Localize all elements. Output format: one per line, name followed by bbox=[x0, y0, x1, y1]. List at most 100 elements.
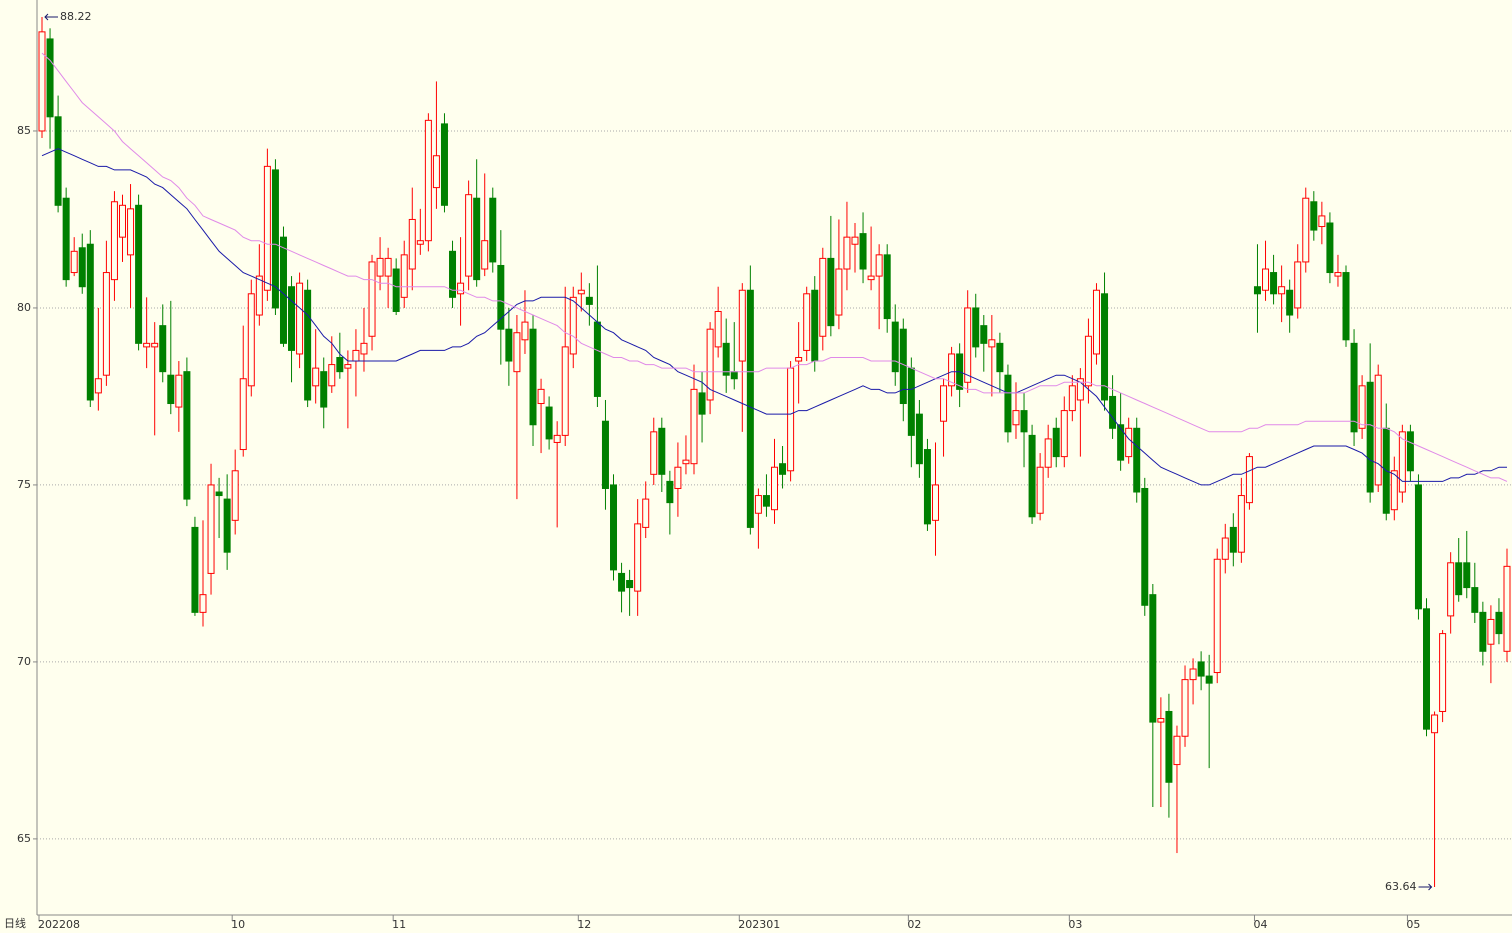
candle-body bbox=[271, 169, 279, 309]
candle-body bbox=[1342, 272, 1350, 341]
candle-body bbox=[312, 367, 320, 387]
y-tick-label: 75 bbox=[17, 478, 31, 491]
candle-body bbox=[948, 353, 956, 387]
candle-body bbox=[827, 257, 835, 327]
candle-body bbox=[593, 321, 601, 397]
candle-body bbox=[489, 197, 497, 263]
candle-body bbox=[980, 325, 988, 344]
candle-body bbox=[465, 194, 473, 277]
candle-body bbox=[1237, 495, 1245, 553]
candle-body bbox=[360, 342, 368, 355]
candle-body bbox=[288, 286, 296, 351]
max-label: 88.22 bbox=[60, 10, 92, 23]
candle-body bbox=[94, 378, 102, 394]
candle-body bbox=[1109, 395, 1117, 429]
candle-body bbox=[1189, 668, 1197, 681]
ma-line bbox=[41, 52, 1508, 482]
candle-body bbox=[754, 495, 762, 514]
candle-body bbox=[424, 119, 432, 242]
candle-body bbox=[408, 218, 416, 270]
candle-body bbox=[118, 204, 126, 238]
candle-body bbox=[54, 116, 62, 206]
candle-body bbox=[569, 296, 577, 355]
candle-body bbox=[899, 328, 907, 405]
x-tick-label: 03 bbox=[1068, 918, 1082, 931]
candle-body bbox=[344, 364, 352, 369]
candle-body bbox=[915, 413, 923, 465]
candle-body bbox=[1487, 618, 1495, 645]
candle-body bbox=[1310, 201, 1318, 231]
candle-body bbox=[110, 201, 118, 281]
candle-body bbox=[400, 254, 408, 298]
x-tick-label: 11 bbox=[392, 918, 406, 931]
candle-body bbox=[1262, 268, 1270, 291]
candle-body bbox=[175, 374, 183, 408]
candle-body bbox=[642, 498, 650, 528]
candle-body bbox=[473, 197, 481, 281]
candle-body bbox=[964, 307, 972, 383]
y-tick-label: 65 bbox=[17, 832, 31, 845]
candle-body bbox=[940, 385, 948, 422]
candle-body bbox=[191, 526, 199, 613]
y-tick-label: 80 bbox=[17, 301, 31, 314]
candle-body bbox=[1060, 410, 1068, 458]
candle-body bbox=[706, 328, 714, 401]
candle-body bbox=[1439, 633, 1447, 712]
candle-body bbox=[771, 466, 778, 511]
candle-body bbox=[690, 388, 698, 465]
candle-body bbox=[1004, 374, 1012, 433]
candle-body bbox=[553, 434, 561, 443]
candle-body bbox=[529, 328, 537, 426]
candle-body bbox=[883, 254, 891, 320]
candle-body bbox=[1076, 378, 1084, 401]
candle-body bbox=[384, 257, 392, 277]
y-tick-label: 70 bbox=[17, 655, 31, 668]
candle-body bbox=[497, 264, 505, 330]
candle-body bbox=[296, 282, 304, 355]
candle-body bbox=[1326, 222, 1334, 274]
candle-body bbox=[988, 339, 996, 348]
candle-body bbox=[440, 123, 448, 206]
candle-body bbox=[1286, 289, 1294, 316]
candle-body bbox=[1213, 558, 1221, 674]
candle-body bbox=[1141, 487, 1149, 606]
candle-body bbox=[1044, 438, 1052, 468]
candle-body bbox=[1253, 286, 1261, 295]
candle-body bbox=[730, 371, 738, 380]
candle-body bbox=[239, 378, 247, 451]
candle-body bbox=[722, 342, 730, 376]
x-tick-label: 10 bbox=[231, 918, 245, 931]
candle-body bbox=[505, 328, 513, 362]
candle-body bbox=[167, 374, 175, 405]
candle-body bbox=[320, 371, 328, 408]
candle-body bbox=[1374, 374, 1382, 486]
x-tick-label: 05 bbox=[1406, 918, 1420, 931]
candle-body bbox=[779, 463, 787, 475]
candle-body bbox=[626, 580, 634, 589]
candle-body bbox=[1181, 679, 1189, 737]
candle-body bbox=[835, 268, 843, 316]
candle-body bbox=[457, 282, 465, 295]
x-tick-label: 202301 bbox=[738, 918, 780, 931]
candle-body bbox=[392, 268, 400, 312]
candle-body bbox=[859, 233, 867, 270]
candle-body bbox=[328, 364, 336, 387]
candle-body bbox=[658, 427, 666, 475]
candle-body bbox=[746, 289, 754, 528]
candle-body bbox=[1278, 286, 1286, 295]
candle-body bbox=[1245, 456, 1253, 504]
candle-body bbox=[1157, 718, 1165, 723]
candle-body bbox=[811, 289, 819, 362]
candle-body bbox=[577, 289, 585, 295]
candle-body bbox=[1471, 587, 1479, 613]
candle-body bbox=[682, 459, 690, 465]
candle-body bbox=[151, 342, 159, 348]
candle-body bbox=[127, 208, 135, 256]
candle-body bbox=[1366, 381, 1374, 493]
candle-body bbox=[843, 236, 851, 270]
candle-body bbox=[795, 357, 803, 362]
candle-body bbox=[923, 449, 931, 525]
